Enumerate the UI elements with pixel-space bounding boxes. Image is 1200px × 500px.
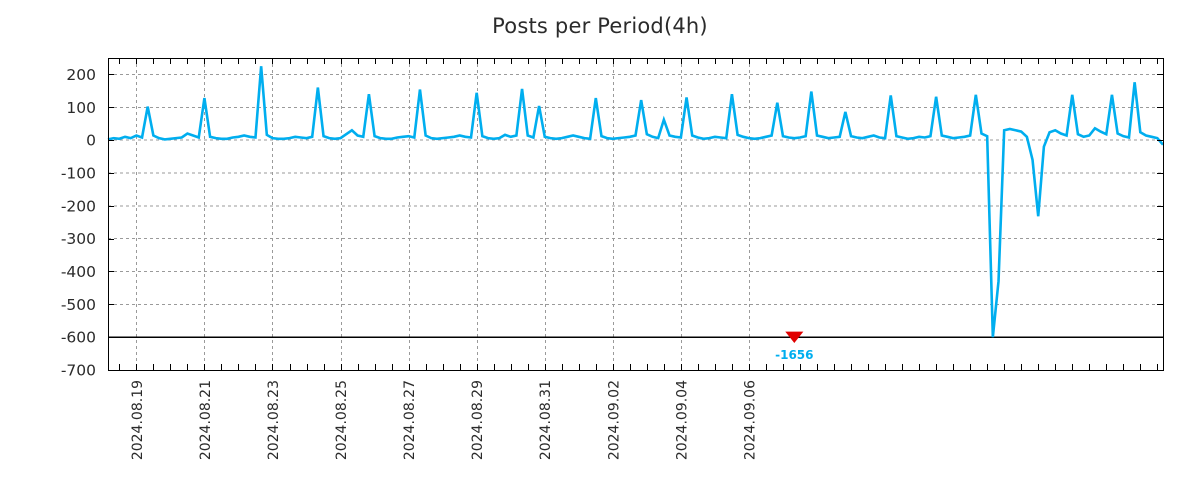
x-tick-label: 2024.08.23: [266, 380, 282, 460]
axis-ticks: [108, 58, 1163, 371]
x-tick-label: 2024.08.27: [402, 380, 418, 460]
y-tick-label: 0: [86, 132, 96, 150]
x-tick-label: 2024.08.25: [334, 380, 350, 460]
x-tick-label: 2024.08.21: [198, 380, 214, 460]
y-tick-label: 100: [66, 99, 96, 117]
annotation-layer: -1656: [775, 331, 814, 362]
gridlines: [108, 58, 1163, 370]
y-tick-label: -300: [61, 230, 96, 248]
y-tick-label: 200: [66, 66, 96, 84]
x-tick-label: 2024.08.19: [130, 380, 146, 460]
y-tick-label: -500: [61, 296, 96, 314]
x-tick-label: 2024.08.31: [538, 380, 554, 460]
x-tick-label: 2024.09.02: [606, 380, 622, 460]
y-tick-label: -200: [61, 197, 96, 215]
axis-frame: [108, 58, 1164, 371]
clipped-value-marker-icon: [785, 331, 804, 343]
x-tick-label: 2024.09.04: [674, 380, 690, 460]
clipped-value-label: -1656: [775, 348, 813, 362]
y-tick-label: -100: [61, 164, 96, 182]
x-axis-tick-labels: 2024.08.19 2024.08.21 2024.08.23 2024.08.25…: [130, 380, 759, 460]
x-tick-label: 2024.09.06: [742, 380, 758, 460]
y-tick-label: -400: [61, 263, 96, 281]
y-axis-tick-labels: 200 100 0 -100 -200 -300 -400 -500 -600 -700: [61, 66, 96, 380]
chart-title: Posts per Period(4h): [492, 14, 708, 38]
y-tick-label: -700: [61, 362, 96, 380]
data-series-line: [107, 66, 1164, 338]
y-tick-label: -600: [61, 329, 96, 347]
x-tick-label: 2024.08.29: [470, 380, 486, 460]
